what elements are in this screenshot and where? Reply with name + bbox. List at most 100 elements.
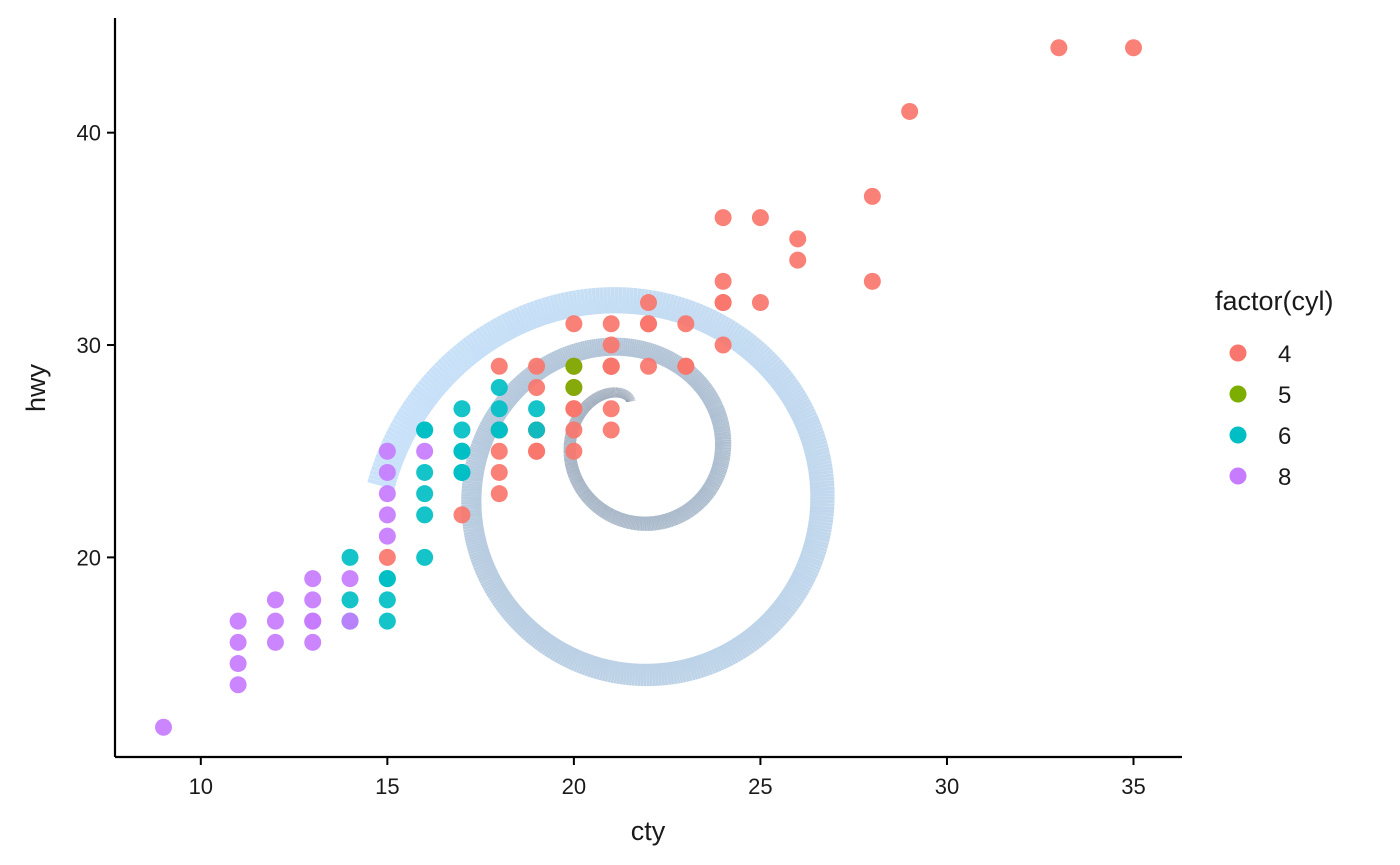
legend-key <box>1229 344 1247 362</box>
spiral-segment <box>743 629 760 650</box>
spiral-segment <box>520 621 538 639</box>
spiral-segment <box>693 304 707 331</box>
spiral-segment <box>704 395 720 406</box>
spiral-segment <box>719 320 737 344</box>
spiral-segment <box>743 339 763 361</box>
x-tick-label: 10 <box>189 774 213 799</box>
spiral-segment <box>698 490 712 502</box>
data-point <box>714 209 732 227</box>
y-tick-label: 40 <box>77 121 101 146</box>
spiral-segment <box>464 533 486 541</box>
spiral-segment <box>689 657 699 680</box>
spiral-segment <box>608 509 616 523</box>
spiral-segment <box>499 600 518 616</box>
spiral-segment <box>554 642 568 663</box>
spiral-segment <box>789 576 812 591</box>
spiral-segment <box>703 483 717 494</box>
data-point <box>602 315 620 333</box>
spiral-segment <box>544 637 559 657</box>
spiral-segment <box>701 486 716 497</box>
spiral-segment <box>612 510 619 525</box>
spiral-segment <box>570 477 583 484</box>
spiral-segment <box>482 323 501 349</box>
spiral-segment <box>522 369 537 386</box>
spiral-segment <box>762 612 781 632</box>
data-point <box>341 548 359 566</box>
spiral-segment <box>412 386 437 407</box>
spiral-segment <box>805 450 830 459</box>
data-point <box>378 548 396 566</box>
spiral-segment <box>518 619 536 637</box>
spiral-segment <box>489 319 507 345</box>
spiral-segment <box>715 647 728 670</box>
spiral-segment <box>479 571 500 584</box>
spiral-segment <box>585 495 597 506</box>
spiral-segment <box>541 635 556 656</box>
spiral-segment <box>705 311 721 336</box>
spiral-segment <box>804 446 830 456</box>
spiral-segment <box>555 349 566 368</box>
spiral-segment <box>481 576 502 589</box>
x-tick-label: 15 <box>375 774 399 799</box>
spiral-segment <box>692 656 702 679</box>
spiral-segment <box>468 448 489 457</box>
spiral-segment <box>757 353 778 374</box>
spiral-segment <box>646 342 654 361</box>
spiral-segment <box>497 598 516 614</box>
spiral-segment <box>393 414 420 433</box>
spiral-segment <box>724 641 739 664</box>
spiral-segment <box>520 370 535 388</box>
spiral-segment <box>572 479 585 488</box>
spiral-segment <box>675 509 683 524</box>
spiral-segment <box>795 563 819 577</box>
spiral-segment <box>472 557 493 568</box>
spiral-segment <box>579 404 589 413</box>
spiral-segment <box>662 350 673 368</box>
spiral-segment <box>480 574 501 587</box>
spiral-segment <box>583 494 595 504</box>
legend-title: factor(cyl) <box>1215 286 1334 316</box>
spiral-segment <box>700 488 714 499</box>
spiral-segment <box>398 407 424 426</box>
spiral-segment <box>696 493 709 505</box>
spiral-segment <box>503 311 520 338</box>
spiral-segment <box>716 318 733 342</box>
spiral-segment <box>783 586 805 602</box>
spiral-segment <box>572 480 585 489</box>
series-5 <box>565 357 583 396</box>
spiral-segment <box>581 653 592 676</box>
spiral-segment <box>541 297 553 324</box>
spiral-segment <box>533 299 546 327</box>
spiral-segment <box>420 376 444 398</box>
spiral-segment <box>583 400 593 409</box>
spiral-segment <box>585 398 594 408</box>
data-point <box>453 421 471 439</box>
spiral-segment <box>590 656 600 679</box>
spiral-segment <box>670 511 678 526</box>
spiral-segment <box>674 297 686 324</box>
data-point <box>416 485 434 503</box>
spiral-segment <box>717 645 731 668</box>
spiral-segment <box>578 652 590 675</box>
data-point <box>602 400 620 418</box>
spiral-segment <box>525 624 542 643</box>
spiral-segment <box>748 343 768 365</box>
spiral-segment <box>577 406 588 415</box>
spiral-segment <box>668 354 680 371</box>
data-point <box>602 357 620 375</box>
spiral-segment <box>592 657 602 679</box>
spiral-segment <box>764 610 784 630</box>
spiral-segment <box>693 495 706 508</box>
spiral-segment <box>686 369 700 384</box>
spiral-segment <box>466 458 487 466</box>
spiral-segment <box>515 375 530 392</box>
spiral-segment <box>578 406 588 414</box>
spiral-segment <box>510 612 528 629</box>
spiral-segment <box>761 358 783 379</box>
spiral-segment <box>722 643 736 665</box>
spiral-segment <box>803 542 828 553</box>
spiral-segment <box>698 385 713 397</box>
spiral-segment <box>584 494 596 505</box>
spiral-segment <box>573 343 581 362</box>
spiral-segment <box>756 618 775 639</box>
